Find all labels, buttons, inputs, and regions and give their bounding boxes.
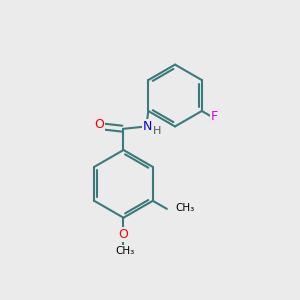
Text: CH₃: CH₃ <box>115 246 135 256</box>
Text: CH₃: CH₃ <box>175 203 194 213</box>
Text: N: N <box>143 120 152 133</box>
Text: O: O <box>94 118 104 131</box>
Text: O: O <box>118 228 128 241</box>
Text: H: H <box>153 126 161 136</box>
Text: F: F <box>211 110 218 123</box>
